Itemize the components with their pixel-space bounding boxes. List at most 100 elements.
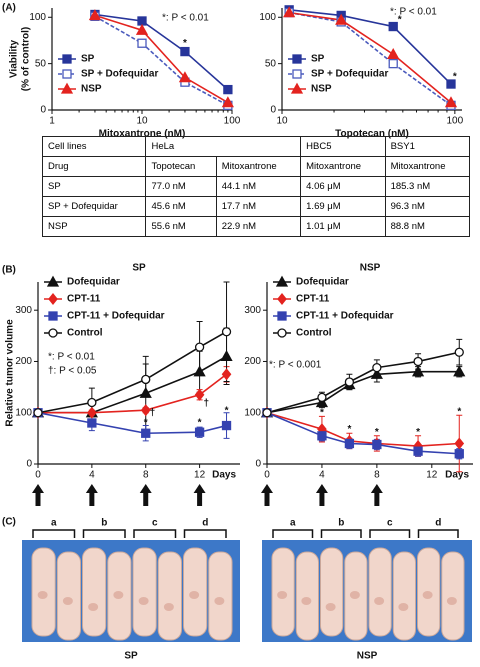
marker (292, 69, 302, 79)
series-line (266, 411, 460, 447)
y-tick-label: 300 (15, 305, 32, 316)
marker (317, 392, 327, 403)
y-tick-label: 50 (265, 58, 277, 69)
y-axis-label: Viability (9, 39, 20, 78)
table-cell: 44.1 nM (215, 176, 302, 197)
tumor (374, 597, 385, 605)
chart-title: NSP (360, 263, 381, 274)
x-axis-label: Days (445, 470, 469, 481)
y-tick-label: 100 (244, 407, 261, 418)
table-cell: 17.7 nM (215, 196, 302, 217)
mouse (157, 551, 182, 641)
marker (135, 23, 149, 35)
group-label: a (51, 518, 57, 529)
marker (178, 71, 192, 83)
x-tick-label: 10 (276, 116, 288, 127)
marker (454, 437, 465, 450)
x-tick-label: 8 (374, 470, 380, 481)
x-tick-label: 0 (35, 470, 41, 481)
table-cell: 88.8 nM (384, 216, 471, 237)
marker (194, 388, 205, 401)
marker (88, 9, 102, 21)
legend-label: CPT-11 + Dofequidar (296, 311, 394, 322)
legend-label: SP + Dofequidar (311, 69, 388, 80)
group-bracket (369, 529, 411, 538)
photo-caption: SP (124, 651, 138, 662)
treatment-arrow (193, 484, 206, 506)
legend-label: Control (296, 328, 332, 339)
tumor (163, 603, 174, 611)
table-cell: 4.06 μM (300, 176, 386, 197)
table-cell: Topotecan (145, 156, 217, 177)
marker (137, 16, 147, 26)
treatment-arrow (85, 484, 98, 506)
tumor (422, 591, 433, 599)
series-line (94, 14, 229, 104)
table-row: NSP 55.6 nM 22.9 nM 1.01 μM 88.8 nM (41, 216, 471, 237)
table-cell: 185.3 nM (384, 176, 471, 197)
tumor (349, 591, 360, 599)
marker (62, 54, 72, 64)
marker (141, 374, 151, 385)
marker (193, 365, 206, 377)
mouse (320, 547, 344, 637)
tumor (62, 597, 73, 605)
group-bracket (133, 529, 177, 538)
y-axis-label: (% of control) (21, 27, 32, 91)
treatment-arrow (261, 484, 273, 506)
series-line (94, 13, 229, 91)
marker (221, 368, 232, 381)
series-line (266, 411, 460, 455)
table-cell: Mitoxantrone (215, 156, 302, 177)
group-bracket (183, 529, 227, 538)
marker (283, 6, 296, 18)
marker (454, 449, 464, 459)
significance-mark: * (457, 406, 461, 417)
marker (446, 79, 456, 89)
marker (221, 96, 234, 108)
significance-note: *: P < 0.01 (48, 352, 95, 363)
series-line (289, 11, 452, 107)
mouse (56, 551, 81, 641)
marker (139, 386, 152, 398)
table-cell: HeLa (145, 136, 302, 157)
tumor (37, 591, 48, 599)
panel-label: (B) (2, 265, 16, 276)
marker (221, 420, 232, 431)
legend-label: NSP (81, 84, 102, 95)
group-bracket (32, 529, 76, 538)
significance-mark: * (320, 407, 324, 418)
y-tick-label: 300 (244, 305, 261, 316)
y-tick-label: 100 (15, 407, 32, 418)
significance-mark: * (416, 427, 420, 438)
significance-note: †: P < 0.05 (48, 366, 97, 377)
x-tick-label: 4 (89, 470, 95, 481)
significance-mark: * (225, 405, 229, 416)
mouse (392, 551, 416, 641)
group-label: c (387, 518, 393, 529)
marker (370, 367, 383, 379)
significance-mark: * (398, 15, 402, 26)
y-tick-label: 0 (26, 459, 32, 470)
marker (223, 84, 233, 95)
mouse (132, 547, 157, 637)
legend-label: NSP (311, 84, 332, 95)
y-tick-label: 200 (244, 356, 261, 367)
marker (180, 46, 190, 57)
marker (277, 328, 287, 338)
panel-label: (C) (2, 517, 16, 528)
marker (60, 82, 74, 94)
series-line (266, 351, 460, 414)
x-tick-label: 8 (143, 470, 149, 481)
series-line (94, 15, 229, 107)
table-cell: Drug (41, 156, 147, 177)
significance-mark: † (150, 407, 156, 418)
legend-label: SP (81, 54, 95, 65)
table-cell: 45.6 nM (145, 196, 217, 217)
significance-mark: * (453, 71, 457, 82)
table-cell: 55.6 nM (145, 216, 217, 237)
significance-mark: * (144, 418, 148, 429)
y-tick-label: 100 (259, 12, 276, 23)
legend-label: CPT-11 + Dofequidar (67, 311, 165, 322)
